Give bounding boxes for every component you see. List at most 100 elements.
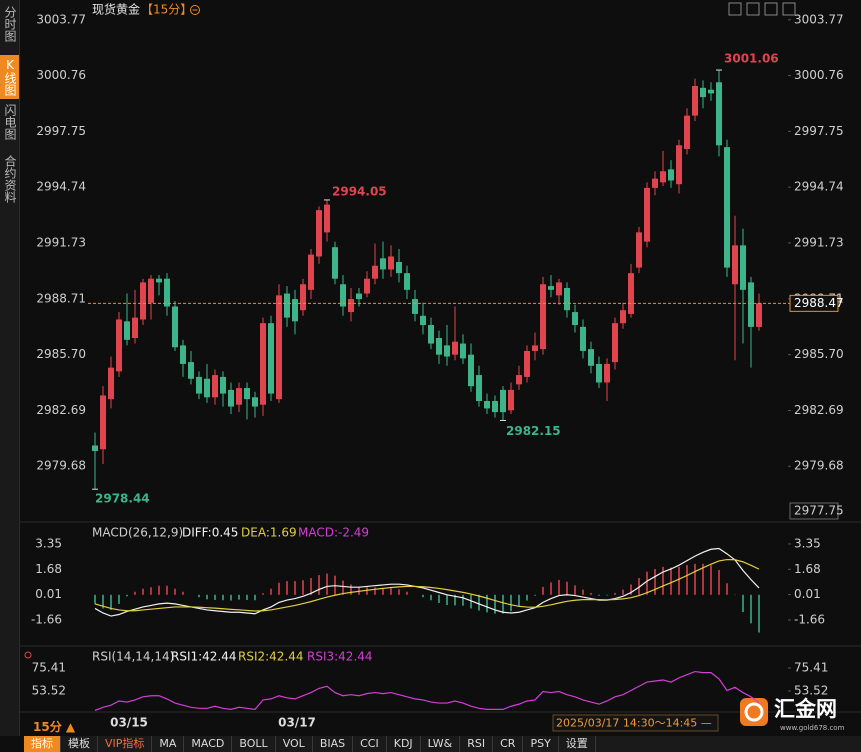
axis-min-box — [789, 502, 839, 520]
candle-body — [604, 363, 610, 383]
y-tick-label: 2985.70 — [794, 347, 844, 361]
y-tick-label: 1.68 — [35, 562, 62, 576]
legend-entry: DIFF:0.45 — [182, 526, 238, 540]
y-tick-label: 1.68 — [794, 562, 821, 576]
last-price-label: 2988.47 — [794, 296, 844, 310]
candle-body — [652, 178, 658, 188]
indicator-legend: RSI(14,14,14) — [92, 650, 174, 664]
indicator-tab[interactable]: CCI — [353, 736, 387, 752]
candle-body — [596, 363, 602, 383]
candle-body — [396, 262, 402, 274]
candle-body — [244, 388, 250, 400]
candle-body — [388, 256, 394, 270]
candle-body — [636, 232, 642, 268]
indicator-tab[interactable]: MACD — [184, 736, 233, 752]
extreme-label: 2978.44 — [95, 492, 150, 506]
time-box — [552, 714, 719, 732]
candle-body — [212, 375, 218, 398]
indicator-tab[interactable]: PSY — [523, 736, 559, 752]
candle-body — [476, 375, 482, 402]
tab-bar: 指标 模板 VIP指标 MA MACD BOLL VOL BIAS CCI KDJ LW& RSI CR… — [24, 736, 861, 752]
candle-body — [140, 282, 146, 320]
interval-selector[interactable]: 15分 ▲ — [33, 720, 76, 734]
period: 【15分】 — [141, 3, 192, 17]
candle-body — [644, 187, 650, 242]
y-tick-label: 2997.75 — [36, 124, 86, 138]
x-tick-label: 03/15 — [110, 716, 148, 730]
candle-body — [684, 115, 690, 149]
indicator-tab[interactable]: LW& — [421, 736, 461, 752]
candle-body — [260, 323, 266, 405]
candle-body — [732, 245, 738, 285]
indicator-icon[interactable] — [24, 651, 32, 659]
candle-body — [404, 273, 410, 290]
candle-body — [692, 85, 698, 116]
candle-body — [228, 389, 234, 407]
y-tick-label: 2985.70 — [36, 347, 86, 361]
tool-button[interactable] — [764, 2, 778, 16]
extreme-label: 2994.05 — [332, 184, 387, 198]
close-icon[interactable] — [190, 5, 200, 15]
sidebar: 分时图 K线图闪电图合约资料 — [0, 0, 20, 736]
sidebar-tab[interactable]: 合约资料 — [3, 155, 17, 203]
candle-body — [484, 401, 490, 409]
candle-body — [340, 284, 346, 307]
indicator-tab[interactable]: 指标 — [24, 736, 61, 752]
y-tick-label: 2988.71 — [36, 291, 86, 305]
indicator-tab[interactable]: BIAS — [313, 736, 354, 752]
candle-body — [188, 362, 194, 379]
legend-entry: RSI1:42.44 — [171, 650, 237, 664]
logo-icon — [744, 702, 764, 722]
extreme-label: 3001.06 — [724, 52, 779, 66]
indicator-tab[interactable]: RSI — [460, 736, 494, 752]
indicator-tab[interactable]: VIP指标 — [98, 736, 153, 752]
y-tick-label: 3000.76 — [794, 68, 844, 82]
logo-url: www.gold678.com — [780, 724, 845, 732]
candle-body — [500, 389, 506, 413]
candle-body — [332, 247, 338, 279]
candle-body — [172, 306, 178, 348]
candle-body — [660, 171, 666, 183]
y-tick-label: 53.52 — [794, 683, 828, 697]
indicator-tab[interactable]: CR — [493, 736, 524, 752]
candle-body — [740, 245, 746, 290]
y-tick-label: -1.66 — [31, 612, 62, 626]
y-tick-label: 2982.69 — [794, 403, 844, 417]
candle-body — [436, 338, 442, 355]
candle-body — [308, 254, 314, 290]
extreme-label: 2982.15 — [506, 424, 561, 438]
candle-body — [612, 323, 618, 363]
candle-body — [252, 397, 258, 407]
candle-body — [116, 319, 122, 372]
candle-body — [452, 341, 458, 355]
candle-body — [716, 82, 722, 146]
tool-button[interactable] — [728, 2, 742, 16]
tool-button[interactable] — [746, 2, 760, 16]
candle-body — [708, 89, 714, 94]
sidebar-tab[interactable]: 分时图 — [3, 6, 17, 42]
candle-body — [548, 286, 554, 290]
crosshair-time: 2025/03/17 14:30～14:45 — — [556, 717, 712, 730]
sidebar-tab[interactable]: 闪电图 — [3, 104, 17, 140]
candle-body — [100, 395, 106, 450]
indicator-tab[interactable]: KDJ — [387, 736, 421, 752]
candle-body — [276, 295, 282, 400]
candle-body — [180, 345, 186, 364]
candle-body — [284, 293, 290, 318]
indicator-tab[interactable]: BOLL — [232, 736, 276, 752]
candle-body — [380, 258, 386, 270]
indicator-tab[interactable]: VOL — [276, 736, 313, 752]
indicator-tab[interactable]: 模板 — [61, 736, 98, 752]
tool-button[interactable] — [782, 2, 796, 16]
candle-body — [412, 299, 418, 314]
candle-body — [676, 145, 682, 185]
candle-body — [300, 284, 306, 311]
legend-entry: RSI3:42.44 — [307, 650, 373, 664]
indicator-tab[interactable]: MA — [152, 736, 185, 752]
candle-body — [236, 388, 242, 405]
indicator-tab[interactable]: 设置 — [559, 736, 596, 752]
y-tick-label: 2994.74 — [794, 180, 844, 194]
sidebar-tab[interactable]: K线图 — [0, 55, 19, 99]
candle-body — [460, 343, 466, 359]
